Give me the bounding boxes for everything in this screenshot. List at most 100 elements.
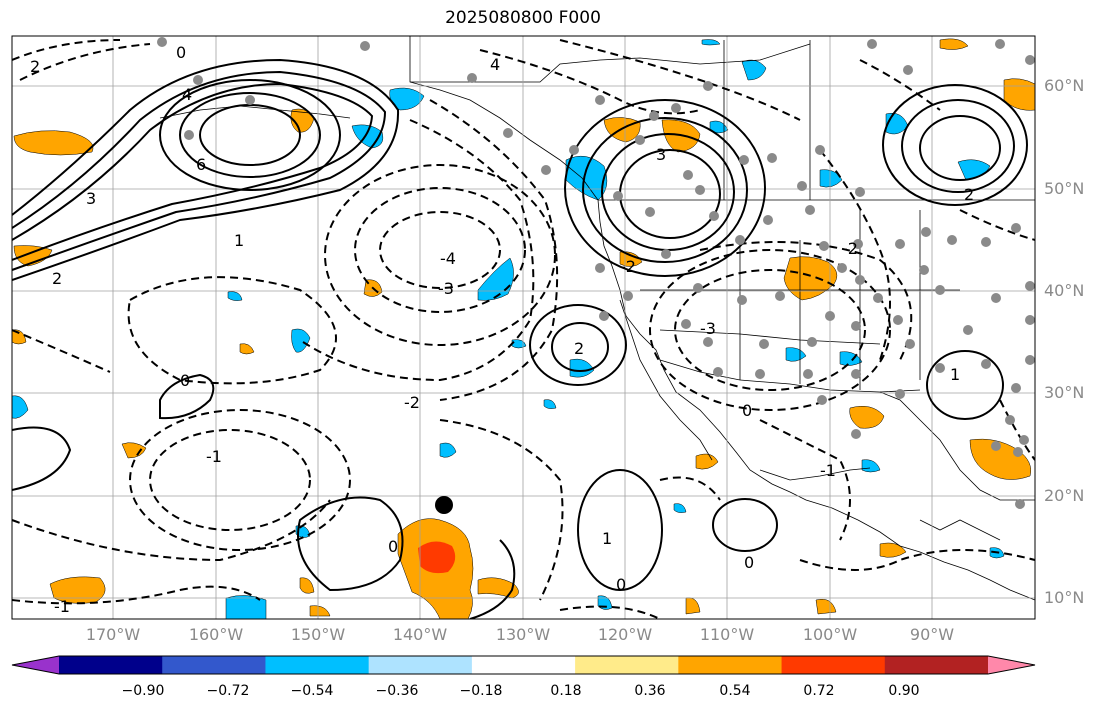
colorbar-tick-label: 0.54 — [719, 683, 751, 699]
station-dots — [157, 37, 1035, 509]
map-frame — [11, 35, 1036, 620]
colorbar-tick-label: −0.54 — [290, 683, 334, 699]
colorbar-tick-label: 0.18 — [550, 683, 582, 699]
lon-label: 150°W — [290, 625, 346, 644]
storm-center-dot — [435, 496, 453, 514]
contour-label: 3 — [656, 145, 666, 164]
contour-label: 2 — [30, 57, 40, 76]
blue-patch — [701, 39, 721, 46]
orange-patch — [121, 442, 147, 459]
contour-label: 1 — [602, 529, 612, 548]
contour-labels: 2 0 4 6 3 2 1 -4 -3 -2 -1 0 4 3 2 1 0 -2… — [30, 43, 974, 616]
contour-label: -3 — [438, 279, 454, 298]
lon-label: 120°W — [597, 625, 653, 644]
orange-patch — [299, 577, 315, 594]
colorbar-segment — [884, 656, 989, 674]
blue-patch — [12, 395, 29, 419]
orange-patch — [783, 256, 838, 301]
lon-label: 160°W — [188, 625, 244, 644]
blue-patch — [569, 358, 595, 378]
colorbar-segment — [265, 656, 370, 674]
contour-label: 0 — [616, 575, 626, 594]
blue-patch — [673, 503, 687, 513]
colorbar-segment — [575, 656, 679, 674]
lon-label: 100°W — [802, 625, 858, 644]
contour-label: 0 — [744, 553, 754, 572]
colorbar-tick-label: 0.72 — [803, 683, 835, 699]
lat-label: 20°N — [1044, 486, 1085, 505]
blue-patch — [861, 459, 881, 473]
contour-label: -4 — [440, 249, 456, 268]
orange-patch — [13, 130, 94, 156]
colorbar-tick-label: −0.36 — [375, 683, 419, 699]
lat-label: 30°N — [1044, 383, 1085, 402]
colorbar-segment — [471, 656, 576, 674]
contour-label: 6 — [196, 155, 206, 174]
colorbar-tick-label: 0.90 — [888, 683, 920, 699]
lon-label: 90°W — [909, 625, 955, 644]
contour-label: -1 — [820, 461, 836, 480]
contour-label: 2 — [52, 269, 62, 288]
orange-patch — [477, 577, 519, 599]
colorbar-tick-label: 0.36 — [634, 683, 666, 699]
orange-patch — [619, 251, 643, 267]
contour-label: -1 — [206, 447, 222, 466]
map-background — [12, 36, 1035, 619]
colorbar-extend-max — [988, 656, 1035, 674]
orange-patch — [309, 605, 331, 617]
colorbar-tick-label: −0.72 — [206, 683, 250, 699]
contour-label: 0 — [176, 43, 186, 62]
contour-label: 4 — [182, 85, 192, 104]
orange-patch — [12, 329, 27, 345]
orange-patch — [879, 542, 907, 558]
red-patch — [418, 541, 456, 574]
colorbar-extend-min — [12, 656, 59, 674]
colorbar-tick-label: −0.90 — [121, 683, 165, 699]
lon-label: 140°W — [392, 625, 448, 644]
colorbar-outline — [11, 655, 1036, 675]
lat-label: 60°N — [1044, 76, 1085, 95]
contour-label: 1 — [950, 365, 960, 384]
orange-patch — [695, 453, 719, 470]
contour-label: 0 — [742, 401, 752, 420]
contour-label: 3 — [86, 189, 96, 208]
contour-label: 2 — [964, 185, 974, 204]
colorbar-segment — [59, 656, 163, 674]
blue-patch — [819, 169, 843, 188]
solid-contours — [12, 58, 1028, 619]
dashed-contours — [12, 39, 1035, 619]
lon-label: 130°W — [495, 625, 551, 644]
colorbar-segment — [781, 656, 886, 674]
lat-label: 40°N — [1044, 281, 1085, 300]
lon-label: 110°W — [699, 625, 755, 644]
contour-label: 0 — [388, 537, 398, 556]
orange-patch — [239, 343, 255, 355]
blue-patch — [741, 59, 767, 81]
contour-label: -3 — [700, 319, 716, 338]
blue-patch — [227, 291, 243, 301]
colorbar-segment — [368, 656, 473, 674]
colorbar-segment — [162, 656, 266, 674]
blue-patch — [439, 442, 457, 458]
contour-label: -2 — [842, 239, 858, 258]
contour-label: 2 — [574, 339, 584, 358]
blue-patch — [511, 339, 527, 349]
blue-patch — [785, 347, 807, 362]
blue-patch — [225, 595, 267, 619]
lon-label: 170°W — [85, 625, 141, 644]
colorbar-tick-label: −0.18 — [459, 683, 503, 699]
chart-title: 2025080800 F000 — [445, 8, 601, 28]
contour-label: -2 — [620, 257, 636, 276]
orange-patch — [849, 406, 885, 429]
blue-patch — [543, 399, 557, 409]
orange-patch — [815, 599, 837, 615]
blue-patch — [839, 351, 863, 366]
blue-patch — [291, 328, 311, 353]
colorbar-segment — [678, 656, 783, 674]
coastlines — [159, 36, 1035, 601]
graticule — [12, 36, 1035, 619]
orange-patch — [939, 38, 969, 50]
lat-label: 10°N — [1044, 588, 1085, 607]
orange-patch — [13, 245, 53, 267]
